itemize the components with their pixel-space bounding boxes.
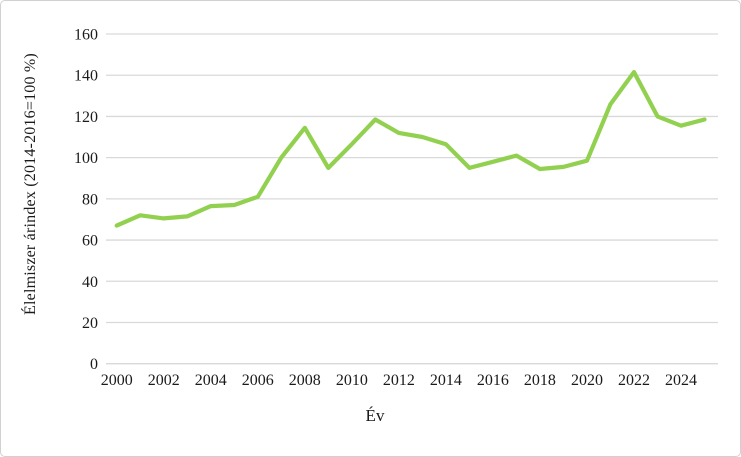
x-tick-label: 2016 [477,372,509,389]
x-tick-label: 2014 [430,372,462,389]
y-tick-label: 140 [74,68,98,85]
y-tick-label: 100 [74,150,98,167]
x-tick-label: 2018 [524,372,556,389]
y-tick-label: 120 [74,109,98,126]
x-tick-label: 2002 [148,372,180,389]
y-axis-title: Élelmiszer árindex (2014-2016=100 %) [22,53,39,315]
x-tick-label: 2006 [242,372,274,389]
y-tick-label: 60 [82,233,98,250]
x-tick-label: 2012 [383,372,415,389]
x-axis-title: Év [365,406,385,425]
y-tick-label: 160 [74,27,98,44]
x-tick-label: 2004 [195,372,227,389]
y-tick-label: 0 [90,356,98,373]
y-tick-label: 40 [82,274,98,291]
x-tick-label: 2020 [571,372,603,389]
x-tick-label: 2000 [101,372,133,389]
y-tick-label: 20 [82,315,98,332]
x-tick-label: 2008 [289,372,321,389]
x-tick-label: 2010 [336,372,368,389]
x-tick-label: 2024 [665,372,697,389]
x-tick-label: 2022 [618,372,650,389]
data-line [114,69,707,228]
y-tick-label: 80 [82,191,98,208]
